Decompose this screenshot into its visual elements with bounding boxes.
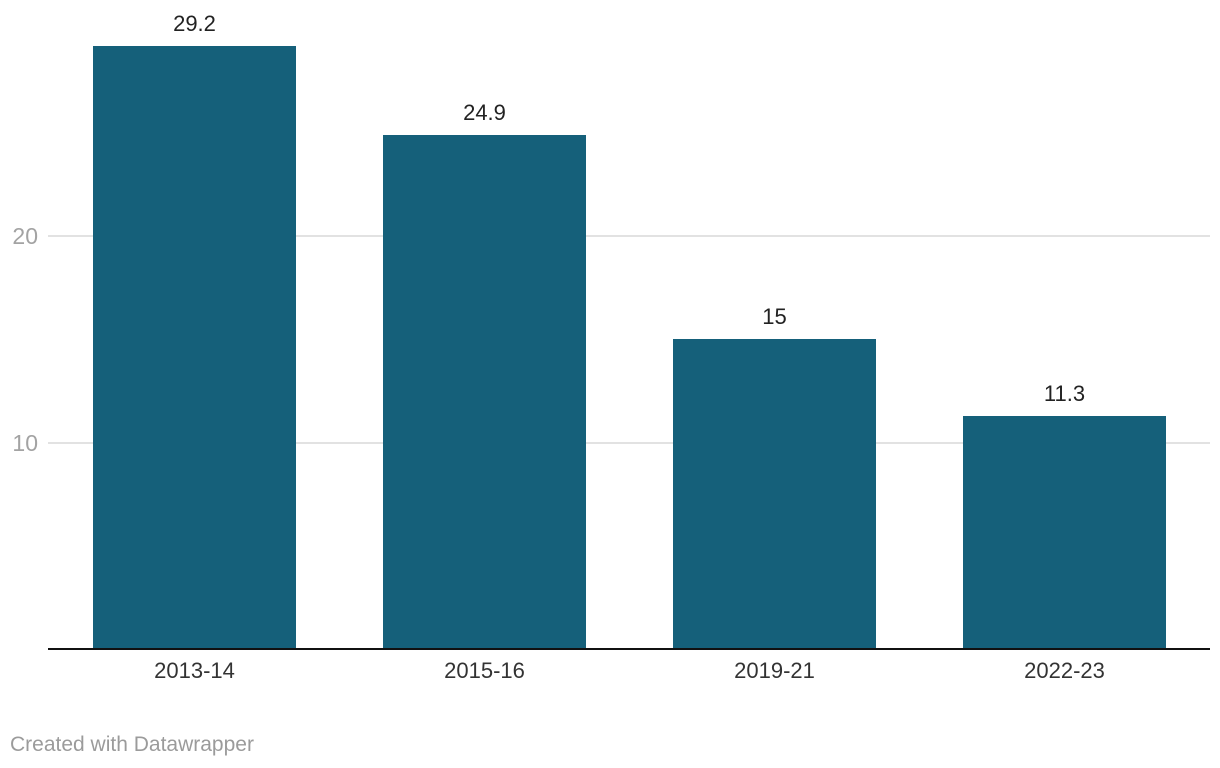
bar-value-label: 29.2 [173, 11, 216, 37]
y-tick-label: 20 [12, 223, 38, 249]
bar [383, 134, 586, 649]
gridline [48, 441, 1210, 444]
bar [673, 339, 876, 649]
x-axis-label: 2013-14 [154, 658, 235, 683]
x-axis-label: 2015-16 [444, 658, 525, 683]
x-axis-label: 2022-23 [1024, 658, 1105, 683]
x-axis-baseline [48, 648, 1210, 650]
bar-value-label: 15 [762, 304, 787, 330]
y-tick-label: 10 [12, 429, 38, 456]
datawrapper-attribution-link[interactable]: Created with Datawrapper [10, 733, 254, 756]
x-axis-label: 2019-21 [734, 658, 815, 683]
gridline [48, 235, 1210, 237]
bar-value-label: 11.3 [1043, 380, 1086, 406]
bar-value-label: 24.9 [463, 99, 506, 125]
bar [93, 46, 296, 649]
bar [963, 415, 1166, 649]
